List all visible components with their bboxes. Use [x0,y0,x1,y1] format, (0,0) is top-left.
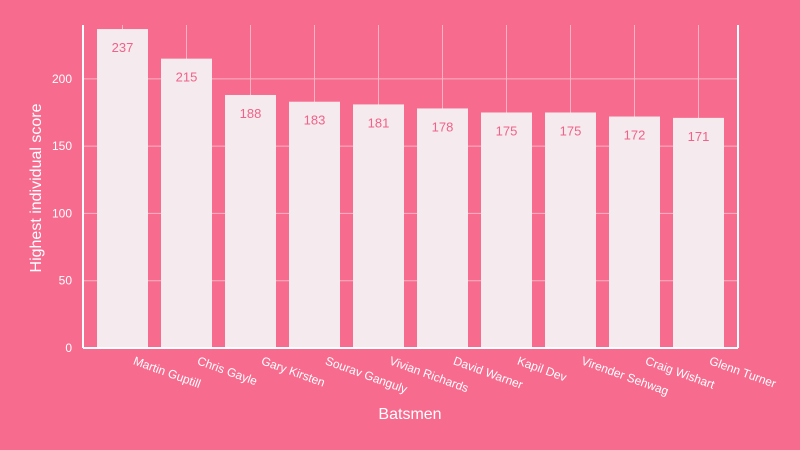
data-label: 175 [496,123,518,138]
x-tick-label: Gary Kirsten [259,354,326,390]
data-label: 171 [688,129,710,144]
data-label: 183 [304,113,326,128]
bar [673,117,724,348]
bar [97,29,148,348]
x-tick-label: Glenn Turner [707,354,778,391]
bar [289,101,340,349]
data-label: 188 [240,106,262,121]
bar [609,116,660,349]
axes [82,25,739,349]
data-label: 215 [176,70,198,85]
bar [545,112,596,349]
data-label: 178 [432,119,454,134]
y-tick-label: 50 [59,274,73,288]
bar [225,94,276,348]
y-tick-label: 100 [52,206,72,220]
bars [97,29,724,349]
x-axis-title: Batsmen [378,406,441,423]
labels: 0 50 100 150 200 237 Martin Guptill 215 Chris Ga… [52,40,778,398]
x-tick-label: Chris Gayle [195,354,259,389]
y-tick-label: 200 [52,72,72,86]
data-label: 175 [560,123,582,138]
x-tick-label: Martin Guptill [131,354,202,391]
data-label: 237 [112,40,134,55]
bar [353,104,404,348]
bar [481,112,532,349]
bar [161,58,212,348]
bar [417,108,468,348]
y-axis-title: Highest individual score [28,103,45,272]
data-label: 172 [624,128,646,143]
data-label: 181 [368,115,390,130]
y-tick-label: 0 [65,341,72,355]
y-tick-label: 150 [52,139,72,153]
